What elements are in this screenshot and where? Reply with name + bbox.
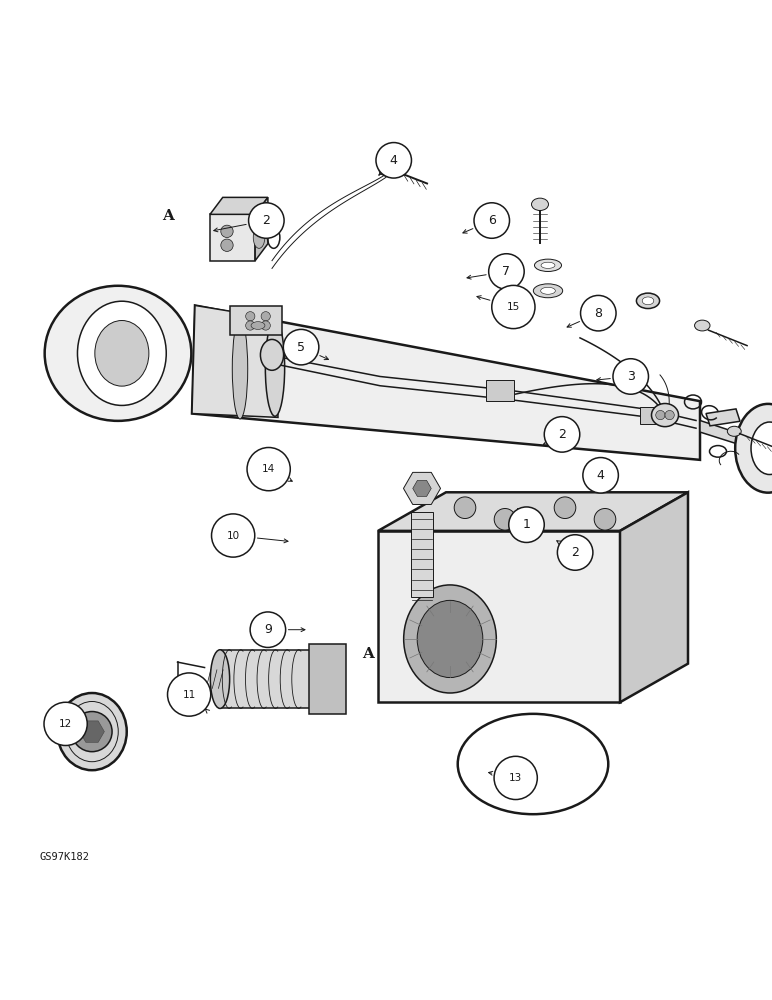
Circle shape bbox=[655, 410, 665, 420]
Polygon shape bbox=[210, 214, 256, 261]
Ellipse shape bbox=[534, 259, 561, 271]
Circle shape bbox=[509, 507, 544, 542]
Ellipse shape bbox=[45, 286, 191, 421]
Ellipse shape bbox=[531, 198, 548, 211]
Ellipse shape bbox=[652, 403, 679, 427]
Text: 11: 11 bbox=[182, 690, 196, 700]
Circle shape bbox=[261, 312, 270, 321]
Text: 5: 5 bbox=[297, 341, 305, 354]
Circle shape bbox=[245, 321, 255, 330]
Text: 4: 4 bbox=[597, 469, 604, 482]
Ellipse shape bbox=[232, 319, 248, 419]
Text: 7: 7 bbox=[503, 265, 510, 278]
Ellipse shape bbox=[95, 321, 149, 386]
Circle shape bbox=[250, 612, 286, 647]
FancyBboxPatch shape bbox=[230, 306, 282, 335]
Polygon shape bbox=[378, 531, 620, 702]
Text: 15: 15 bbox=[506, 302, 520, 312]
Bar bbox=[411, 512, 433, 596]
Text: 4: 4 bbox=[390, 154, 398, 167]
Circle shape bbox=[613, 359, 648, 394]
Ellipse shape bbox=[266, 320, 285, 416]
Ellipse shape bbox=[417, 600, 482, 678]
Ellipse shape bbox=[57, 693, 127, 770]
Text: 10: 10 bbox=[226, 531, 240, 541]
Circle shape bbox=[454, 497, 476, 519]
Text: 6: 6 bbox=[488, 214, 496, 227]
Circle shape bbox=[544, 417, 580, 452]
Ellipse shape bbox=[533, 284, 563, 298]
Circle shape bbox=[489, 254, 524, 289]
Text: 9: 9 bbox=[264, 623, 272, 636]
Circle shape bbox=[665, 410, 674, 420]
Ellipse shape bbox=[77, 301, 166, 405]
Bar bbox=[220, 650, 320, 708]
Ellipse shape bbox=[735, 404, 772, 493]
Circle shape bbox=[554, 497, 576, 519]
Circle shape bbox=[245, 312, 255, 321]
Text: 14: 14 bbox=[262, 464, 276, 474]
Polygon shape bbox=[700, 420, 768, 454]
Circle shape bbox=[583, 458, 618, 493]
Polygon shape bbox=[192, 305, 278, 417]
Circle shape bbox=[72, 712, 112, 752]
Polygon shape bbox=[192, 305, 700, 460]
Polygon shape bbox=[706, 409, 740, 426]
Ellipse shape bbox=[253, 227, 265, 248]
Ellipse shape bbox=[642, 297, 654, 305]
Text: GS97K182: GS97K182 bbox=[40, 852, 90, 862]
Circle shape bbox=[221, 239, 233, 251]
Circle shape bbox=[212, 514, 255, 557]
Bar bbox=[309, 644, 346, 714]
Circle shape bbox=[557, 535, 593, 570]
Ellipse shape bbox=[727, 426, 741, 436]
Text: 2: 2 bbox=[571, 546, 579, 559]
Ellipse shape bbox=[541, 262, 555, 268]
Ellipse shape bbox=[404, 585, 496, 693]
Text: 12: 12 bbox=[59, 719, 73, 729]
Ellipse shape bbox=[751, 422, 772, 475]
Circle shape bbox=[376, 143, 411, 178]
Circle shape bbox=[247, 448, 290, 491]
Text: 2: 2 bbox=[558, 428, 566, 441]
Text: 8: 8 bbox=[594, 307, 602, 320]
Circle shape bbox=[283, 329, 319, 365]
Polygon shape bbox=[210, 197, 268, 214]
Circle shape bbox=[494, 756, 537, 800]
Text: 2: 2 bbox=[262, 214, 270, 227]
Circle shape bbox=[249, 203, 284, 238]
Polygon shape bbox=[620, 492, 688, 702]
Bar bbox=[640, 407, 660, 424]
Ellipse shape bbox=[251, 322, 265, 329]
Bar bbox=[486, 380, 514, 401]
Circle shape bbox=[221, 225, 233, 238]
Ellipse shape bbox=[210, 650, 229, 708]
Circle shape bbox=[581, 295, 616, 331]
Text: A: A bbox=[362, 647, 374, 661]
Ellipse shape bbox=[260, 339, 283, 370]
Text: A: A bbox=[162, 209, 174, 223]
Text: 13: 13 bbox=[509, 773, 523, 783]
Ellipse shape bbox=[379, 163, 401, 177]
Circle shape bbox=[494, 508, 516, 530]
Ellipse shape bbox=[695, 320, 710, 331]
Text: 1: 1 bbox=[523, 518, 530, 531]
Circle shape bbox=[44, 702, 87, 745]
Ellipse shape bbox=[540, 287, 555, 294]
Circle shape bbox=[261, 321, 270, 330]
Ellipse shape bbox=[636, 293, 659, 309]
Circle shape bbox=[474, 203, 510, 238]
Polygon shape bbox=[256, 197, 268, 261]
Circle shape bbox=[492, 285, 535, 329]
Circle shape bbox=[168, 673, 211, 716]
Circle shape bbox=[594, 508, 616, 530]
Polygon shape bbox=[378, 492, 688, 531]
Text: 3: 3 bbox=[627, 370, 635, 383]
